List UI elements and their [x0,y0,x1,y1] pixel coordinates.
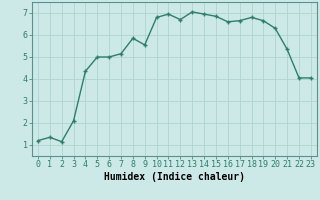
X-axis label: Humidex (Indice chaleur): Humidex (Indice chaleur) [104,172,245,182]
